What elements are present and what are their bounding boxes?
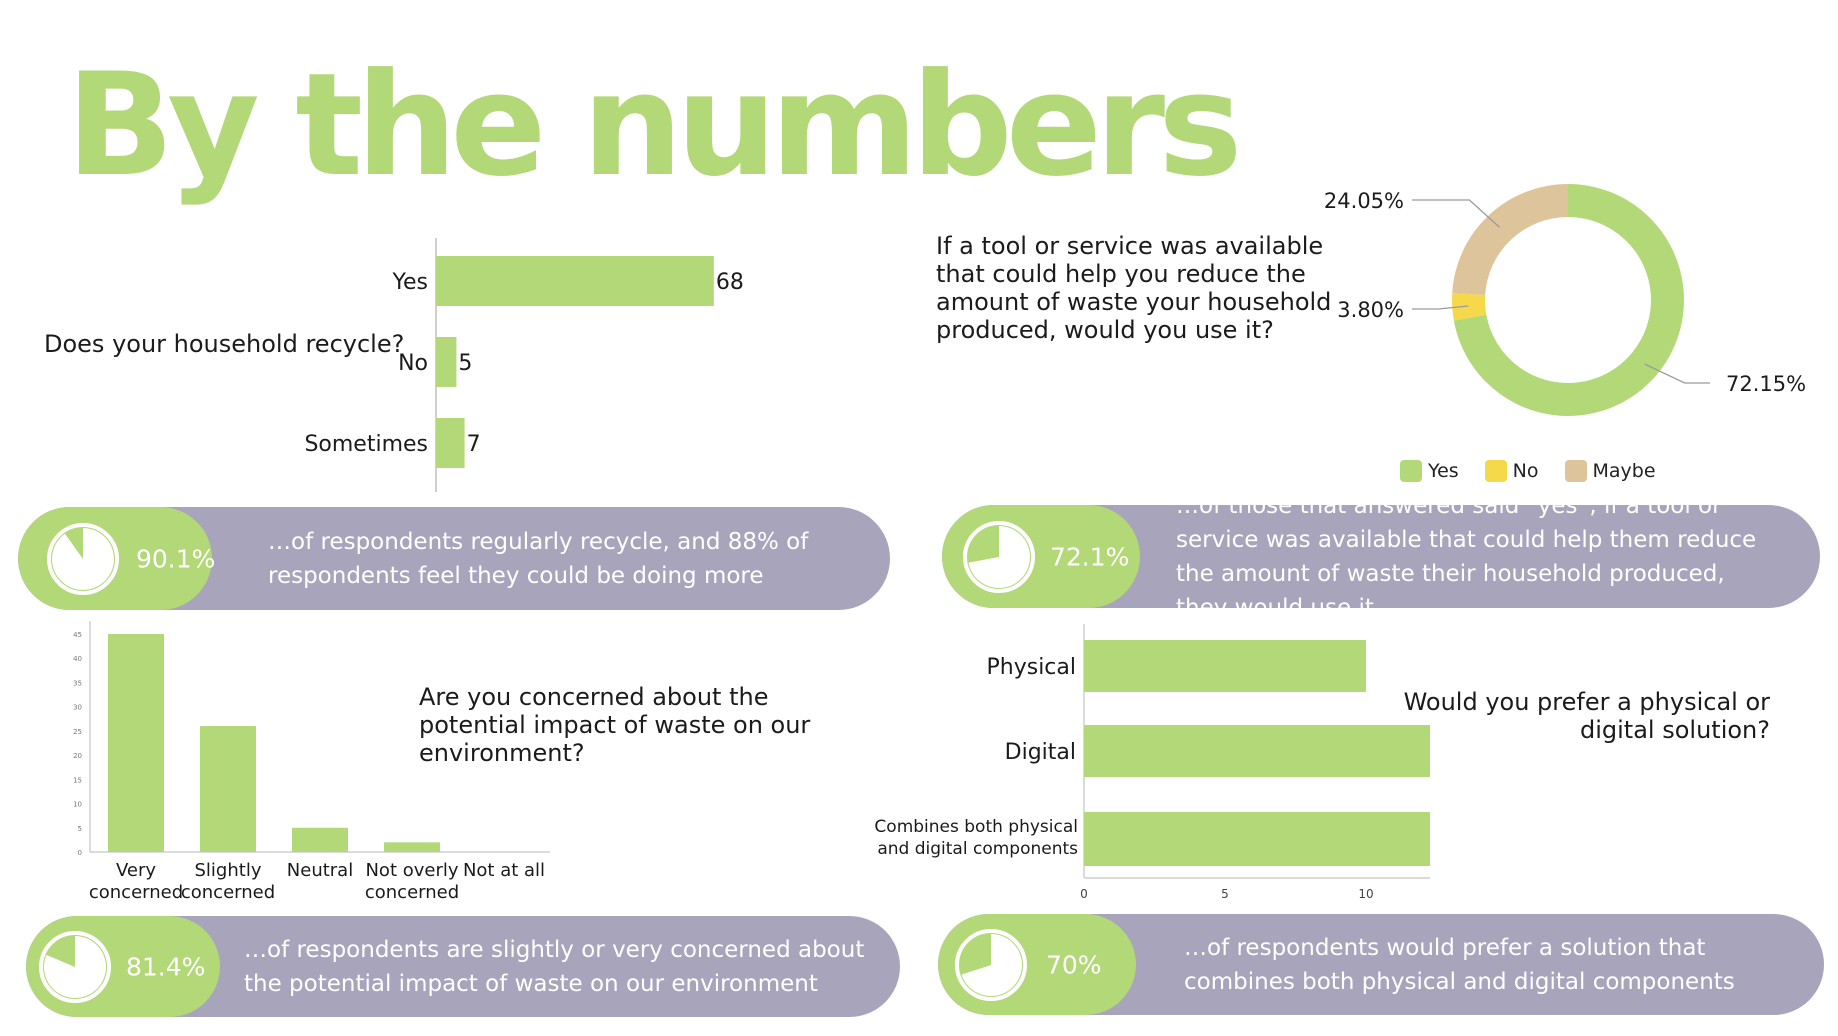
pie-fill [961,933,1022,996]
y-tick-label: 0 [78,849,82,857]
legend-item: No [1484,460,1539,482]
bar [1084,812,1430,866]
category-label: Slightly concerned [181,860,275,903]
bar [108,634,164,852]
legend-item: Yes [1400,460,1459,482]
stat-text: …of respondents regularly recycle, and 8… [268,528,809,589]
category-label: Very concerned [89,860,183,903]
bar [436,337,457,387]
y-tick-label: 10 [73,801,82,809]
bar [200,726,256,852]
stat-value: 70% [1046,950,1102,979]
stat-pill-recycle: 90.1% …of respondents regularly recycle,… [18,507,890,610]
pie-ring [39,930,111,1003]
donut-slice [1452,293,1487,321]
tool-donut-chart: 72.15% 3.80% 24.05% [1324,184,1806,416]
data-label: 5 [458,351,472,376]
legend-label: No [1512,460,1539,482]
bar [384,842,440,852]
stat-pill-tool: 72.1% …of those that answered said “yes”… [942,505,1820,608]
data-label: 24.05% [1324,189,1404,213]
category-label: No [398,351,428,376]
recycle-chart: Yes 68 No 5 Sometimes 7 [304,238,744,492]
y-tick-label: 20 [73,752,82,760]
pie-fill [43,935,107,998]
category-label: Neutral [287,860,353,881]
category-label: Yes [391,270,428,295]
data-label: 72.15% [1726,372,1806,396]
tool-legend: Yes No Maybe [1400,460,1656,482]
category-label: Digital [1005,740,1076,765]
leader-line [1644,363,1710,384]
pie-fill [51,527,114,590]
pie-icon [47,522,119,595]
stat-value: 72.1% [1050,542,1130,571]
y-tick-label: 30 [73,704,82,712]
y-tick-label: 15 [73,776,82,784]
stat-text: …of respondents are slightly or very con… [244,936,865,997]
data-label: 3.80% [1337,298,1404,322]
stat-value: 90.1% [136,544,216,573]
bar [436,256,714,306]
category-label: Not at all [463,860,545,881]
page-title: By the numbers [66,43,1243,208]
pie-ring [963,520,1035,593]
leader-line [1412,305,1469,310]
bar [436,418,465,468]
category-label: Physical [987,655,1077,680]
category-label: Combines both physical and digital compon… [874,817,1078,859]
pie-ring [47,522,119,595]
category-label: Not overly concerned [365,860,459,903]
legend-item: Maybe [1564,460,1656,482]
preference-question: Would you prefer a physical or digital s… [1403,688,1770,744]
category-label: Sometimes [304,432,428,457]
y-tick-label: 25 [73,728,82,736]
stat-pill-concern: 81.4% …of respondents are slightly or ve… [26,916,900,1017]
pie-ring [955,928,1027,1001]
pie-icon [955,928,1027,1001]
stat-pill-preference: 70% …of respondents would prefer a solut… [938,914,1824,1015]
tool-question: If a tool or service was available that … [936,232,1332,344]
x-tick-label: 10 [1358,887,1373,901]
preference-chart: 0510152025303540455055PhysicalDigitalCom… [874,624,1430,901]
bar [1084,725,1430,777]
data-label: 68 [716,270,744,295]
pie-icon [963,520,1035,593]
donut-slice [1452,184,1568,296]
legend-label: Yes [1428,460,1459,482]
pie-fill [968,525,1030,588]
legend-swatch [1564,460,1587,482]
legend-swatch [1400,460,1422,482]
concern-question: Are you concerned about the potential im… [419,683,811,767]
recycle-question: Does your household recycle? [44,330,405,358]
data-label: 7 [467,432,481,457]
y-tick-label: 45 [73,631,82,639]
y-tick-label: 5 [78,825,82,833]
leader-line [1412,199,1500,228]
x-tick-label: 0 [1080,887,1088,901]
pie-icon [39,930,111,1003]
stat-text: …of respondents would prefer a solution … [1184,934,1735,995]
bar [292,827,348,852]
bar [1084,640,1366,692]
y-tick-label: 35 [73,679,82,687]
y-tick-label: 40 [73,655,82,663]
stat-value: 81.4% [126,952,206,981]
stat-text: …of those that answered said “yes”, if a… [1176,505,1757,608]
legend-label: Maybe [1592,460,1656,482]
legend-swatch [1484,460,1507,482]
x-tick-label: 5 [1221,887,1229,901]
